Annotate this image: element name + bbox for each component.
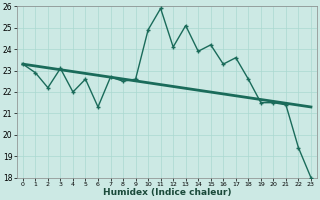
X-axis label: Humidex (Indice chaleur): Humidex (Indice chaleur) [103, 188, 231, 197]
